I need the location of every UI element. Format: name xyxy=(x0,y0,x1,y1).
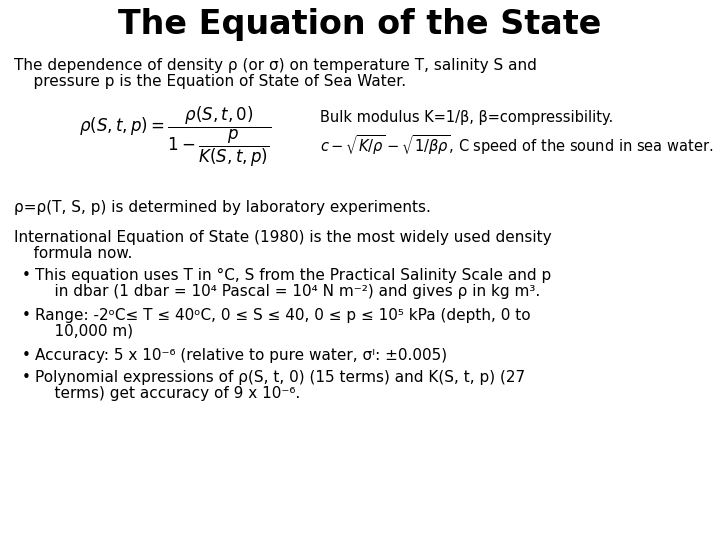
Text: The dependence of density ρ (or σ) on temperature T, salinity S and: The dependence of density ρ (or σ) on te… xyxy=(14,58,537,73)
Text: $\rho(S,t,p) = \dfrac{\rho(S,t,0)}{1 - \dfrac{p}{K(S,t,p)}}$: $\rho(S,t,p) = \dfrac{\rho(S,t,0)}{1 - \… xyxy=(79,105,271,170)
Text: International Equation of State (1980) is the most widely used density: International Equation of State (1980) i… xyxy=(14,230,552,245)
Text: This equation uses T in °C, S from the Practical Salinity Scale and p: This equation uses T in °C, S from the P… xyxy=(35,268,552,283)
Text: ρ=ρ(T, S, p) is determined by laboratory experiments.: ρ=ρ(T, S, p) is determined by laboratory… xyxy=(14,200,431,215)
Text: Bulk modulus K=1/β, β=compressibility.: Bulk modulus K=1/β, β=compressibility. xyxy=(320,110,613,125)
Text: Range: -2ᵒC≤ T ≤ 40ᵒC, 0 ≤ S ≤ 40, 0 ≤ p ≤ 10⁵ kPa (depth, 0 to: Range: -2ᵒC≤ T ≤ 40ᵒC, 0 ≤ S ≤ 40, 0 ≤ p… xyxy=(35,308,531,323)
Text: Accuracy: 5 x 10⁻⁶ (relative to pure water, σᴵ: ±0.005): Accuracy: 5 x 10⁻⁶ (relative to pure wat… xyxy=(35,348,447,363)
Text: •: • xyxy=(22,308,31,323)
Text: in dbar (1 dbar = 10⁴ Pascal = 10⁴ N m⁻²) and gives ρ in kg m³.: in dbar (1 dbar = 10⁴ Pascal = 10⁴ N m⁻²… xyxy=(35,284,540,299)
Text: terms) get accuracy of 9 x 10⁻⁶.: terms) get accuracy of 9 x 10⁻⁶. xyxy=(35,386,300,401)
Text: The Equation of the State: The Equation of the State xyxy=(118,8,602,41)
Text: 10,000 m): 10,000 m) xyxy=(35,324,133,339)
Text: $c - \sqrt{K/\rho} - \sqrt{1/\beta\rho}$, C speed of the sound in sea water.: $c - \sqrt{K/\rho} - \sqrt{1/\beta\rho}$… xyxy=(320,133,714,157)
Text: •: • xyxy=(22,370,31,385)
Text: •: • xyxy=(22,268,31,283)
Text: •: • xyxy=(22,348,31,363)
Text: pressure p is the Equation of State of Sea Water.: pressure p is the Equation of State of S… xyxy=(14,74,406,89)
Text: Polynomial expressions of ρ(S, t, 0) (15 terms) and K(S, t, p) (27: Polynomial expressions of ρ(S, t, 0) (15… xyxy=(35,370,525,385)
Text: formula now.: formula now. xyxy=(14,246,132,261)
